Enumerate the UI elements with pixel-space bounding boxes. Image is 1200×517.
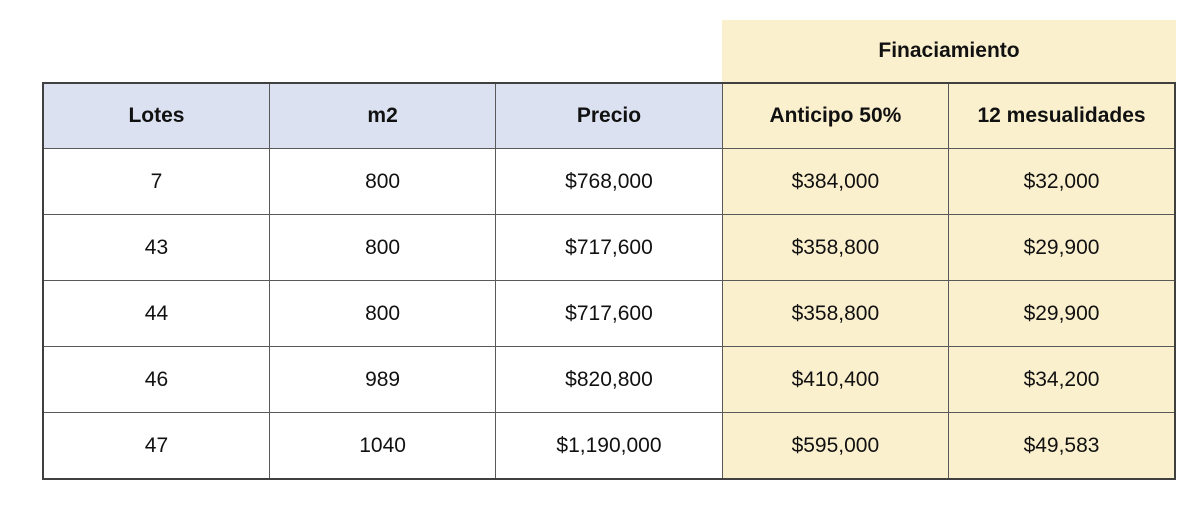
- cell-mensualidades: $49,583: [948, 412, 1176, 480]
- cell-anticipo: $410,400: [721, 346, 950, 413]
- table-body: 7 800 $768,000 $384,000 $32,000 43 800 $…: [42, 148, 1176, 480]
- column-header-precio: Precio: [495, 82, 723, 149]
- table-row: 7 800 $768,000 $384,000 $32,000: [42, 148, 1176, 215]
- column-header-m2: m2: [268, 82, 497, 149]
- table-row: 44 800 $717,600 $358,800 $29,900: [42, 280, 1176, 347]
- cell-precio: $717,600: [495, 280, 723, 347]
- cell-lotes: 43: [42, 214, 270, 281]
- column-header-anticipo: Anticipo 50%: [721, 82, 950, 149]
- column-header-lotes: Lotes: [42, 82, 270, 149]
- header-row: Lotes m2 Precio Anticipo 50% 12 mesualid…: [42, 82, 1176, 149]
- column-header-mensualidades: 12 mesualidades: [948, 82, 1176, 149]
- cell-lotes: 46: [42, 346, 270, 413]
- cell-mensualidades: $32,000: [948, 148, 1176, 215]
- cell-m2: 800: [268, 214, 497, 281]
- cell-m2: 1040: [268, 412, 497, 480]
- cell-anticipo: $358,800: [721, 280, 950, 347]
- cell-anticipo: $595,000: [721, 412, 950, 480]
- cell-mensualidades: $29,900: [948, 214, 1176, 281]
- cell-mensualidades: $34,200: [948, 346, 1176, 413]
- table-row: 46 989 $820,800 $410,400 $34,200: [42, 346, 1176, 413]
- table-header: Lotes m2 Precio Anticipo 50% 12 mesualid…: [42, 82, 1176, 149]
- cell-precio: $717,600: [495, 214, 723, 281]
- cell-precio: $1,190,000: [495, 412, 723, 480]
- table-row: 43 800 $717,600 $358,800 $29,900: [42, 214, 1176, 281]
- financing-banner-title: Finaciamiento: [878, 39, 1020, 62]
- cell-m2: 800: [268, 280, 497, 347]
- cell-anticipo: $384,000: [721, 148, 950, 215]
- cell-lotes: 7: [42, 148, 270, 215]
- cell-lotes: 44: [42, 280, 270, 347]
- lots-pricing-table: Lotes m2 Precio Anticipo 50% 12 mesualid…: [42, 82, 1176, 480]
- cell-lotes: 47: [42, 412, 270, 480]
- table-row: 47 1040 $1,190,000 $595,000 $49,583: [42, 412, 1176, 480]
- cell-mensualidades: $29,900: [948, 280, 1176, 347]
- financing-banner: Finaciamiento: [722, 20, 1176, 82]
- cell-anticipo: $358,800: [721, 214, 950, 281]
- cell-m2: 989: [268, 346, 497, 413]
- cell-m2: 800: [268, 148, 497, 215]
- cell-precio: $820,800: [495, 346, 723, 413]
- cell-precio: $768,000: [495, 148, 723, 215]
